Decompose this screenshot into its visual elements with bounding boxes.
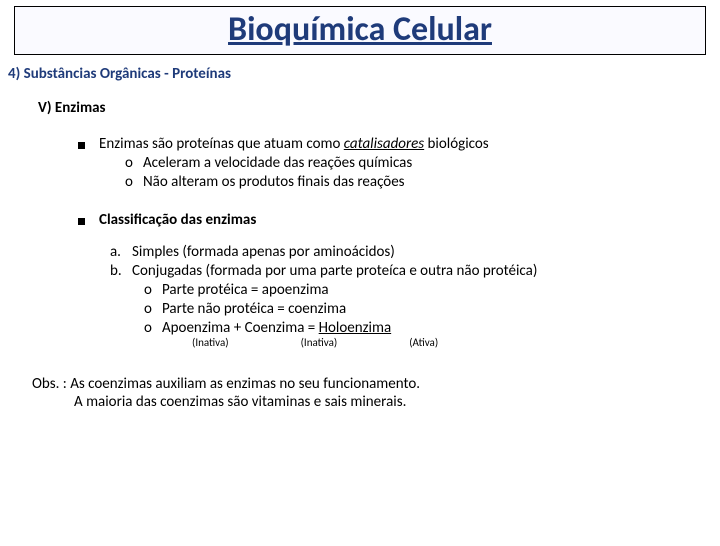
text-post: biológicos — [424, 135, 488, 153]
sub-item: o Não alteram os produtos finais das rea… — [125, 173, 489, 191]
sub-item: o Parte não protéica = coenzima — [144, 300, 720, 318]
sub-text: Apoenzima + Coenzima = Holoenzima — [162, 319, 391, 337]
sub-list: o Aceleram a velocidade das reações quím… — [125, 154, 489, 191]
sub-item: o Aceleram a velocidade das reações quím… — [125, 154, 489, 172]
letter-marker: b. — [110, 262, 132, 280]
obs-line: A maioria das coenzimas são vitaminas e … — [74, 393, 720, 411]
annotation: (Inativa) — [192, 336, 229, 349]
sub-text-underline: Holoenzima — [319, 319, 392, 337]
bullet-list: Enzimas são proteínas que atuam como cat… — [78, 135, 720, 229]
bullet-item: Enzimas são proteínas que atuam como cat… — [78, 135, 720, 191]
sub-text-pre: Apoenzima + Coenzima = — [162, 319, 319, 337]
circle-bullet-icon: o — [144, 319, 162, 337]
page-title: Bioquímica Celular — [15, 9, 705, 50]
sub-text: Parte protéica = apoenzima — [162, 281, 329, 299]
text-emphasis: catalisadores — [344, 135, 424, 153]
letter-marker: a. — [110, 243, 132, 261]
observation: Obs. : As coenzimas auxiliam as enzimas … — [32, 375, 720, 411]
bullet-item: Classificação das enzimas — [78, 211, 720, 229]
circle-bullet-icon: o — [144, 281, 162, 299]
sub-list: o Parte protéica = apoenzima o Parte não… — [144, 281, 720, 337]
annotation-row: (Inativa) (Inativa) (Ativa) — [192, 336, 720, 349]
sub-text: Não alteram os produtos finais das reaçõ… — [143, 173, 405, 191]
letter-text: Simples (formada apenas por aminoácidos) — [132, 243, 395, 261]
square-bullet-icon — [78, 142, 85, 149]
sub-text: Parte não protéica = coenzima — [162, 300, 346, 318]
circle-bullet-icon: o — [125, 173, 143, 191]
sub-item: o Apoenzima + Coenzima = Holoenzima — [144, 319, 720, 337]
title-box: Bioquímica Celular — [14, 6, 706, 55]
bullet-text: Enzimas são proteínas que atuam como cat… — [99, 135, 489, 191]
letter-item: a. Simples (formada apenas por aminoácid… — [110, 243, 720, 261]
letter-text: Conjugadas (formada por uma parte proteí… — [132, 262, 537, 280]
bullet-text: Classificação das enzimas — [99, 211, 256, 229]
sub-text: Aceleram a velocidade das reações químic… — [143, 154, 412, 172]
subsection-heading: V) Enzimas — [38, 99, 720, 117]
annotation: (Ativa) — [409, 336, 438, 349]
letter-list: a. Simples (formada apenas por aminoácid… — [110, 243, 720, 337]
section-heading: 4) Substâncias Orgânicas - Proteínas — [8, 65, 720, 83]
circle-bullet-icon: o — [125, 154, 143, 172]
annotation: (Inativa) — [301, 336, 338, 349]
letter-item: b. Conjugadas (formada por uma parte pro… — [110, 262, 720, 280]
obs-line: Obs. : As coenzimas auxiliam as enzimas … — [32, 375, 720, 393]
text-pre: Enzimas são proteínas que atuam como — [99, 135, 344, 153]
sub-item: o Parte protéica = apoenzima — [144, 281, 720, 299]
square-bullet-icon — [78, 218, 85, 225]
circle-bullet-icon: o — [144, 300, 162, 318]
